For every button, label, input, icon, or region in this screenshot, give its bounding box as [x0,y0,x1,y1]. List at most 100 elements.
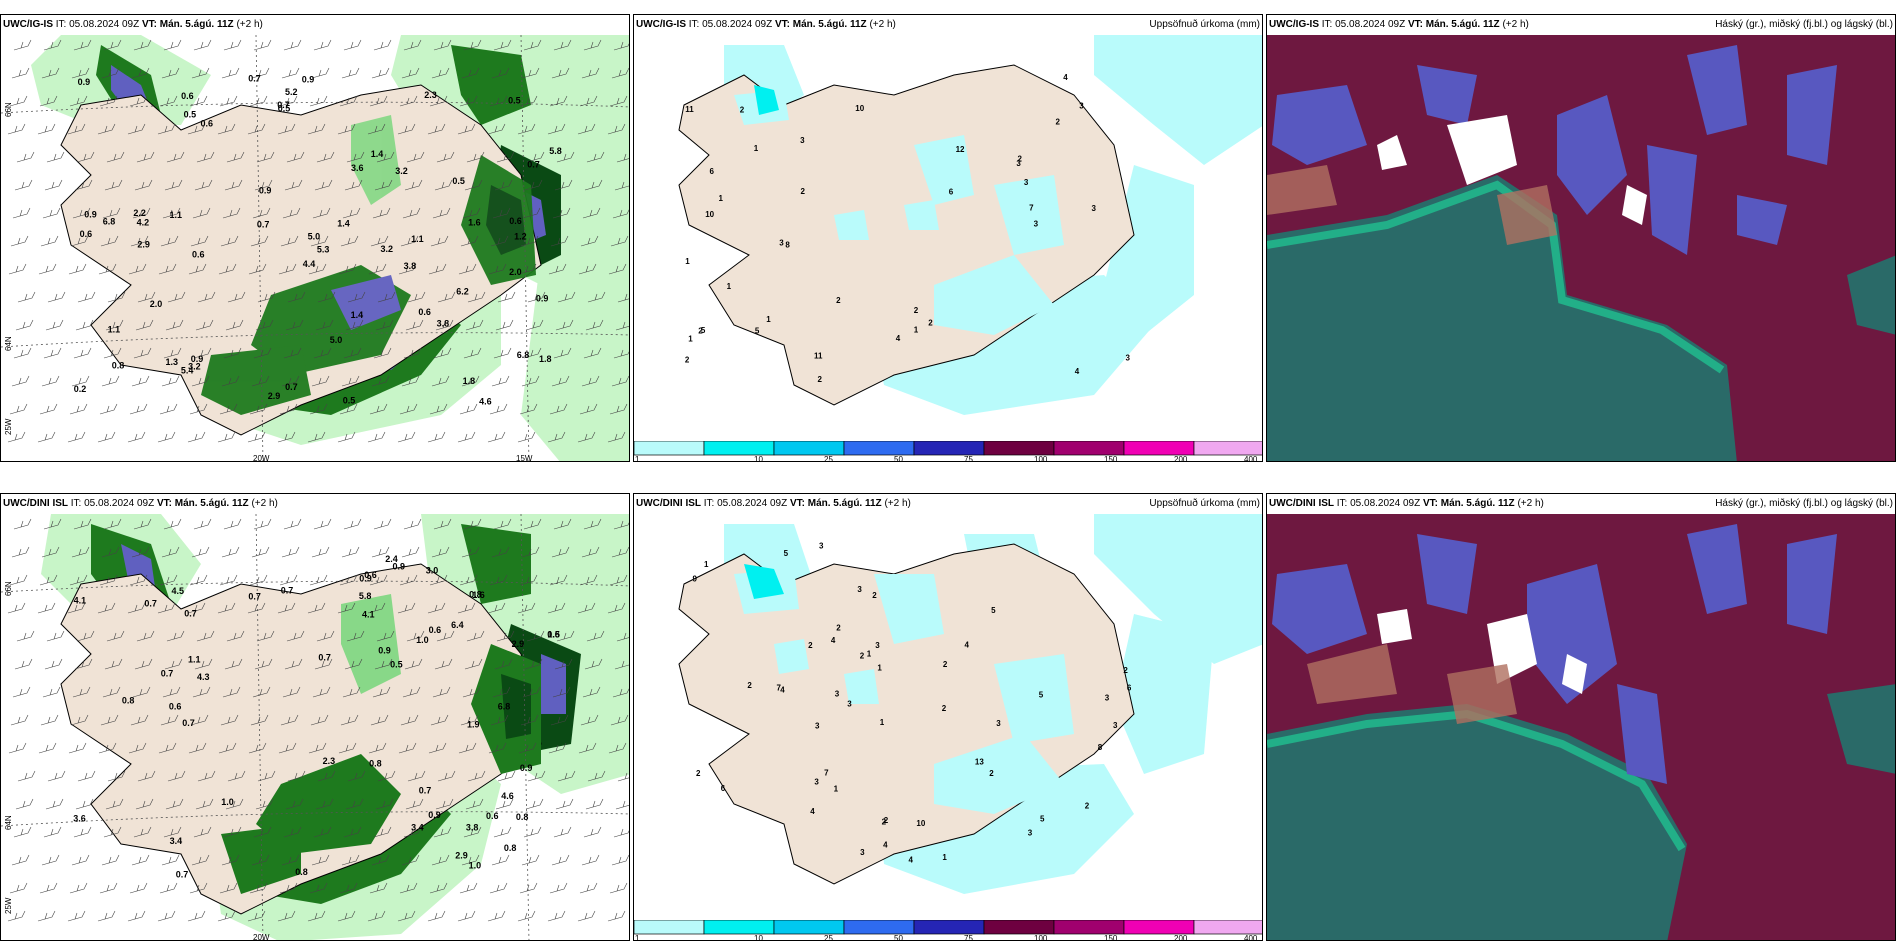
wind-barb [197,291,216,303]
wind-barb [400,235,419,247]
panel-header: UWC/IG-IS IT: 05.08.2024 09Z VT: Mán. 5.… [1267,15,1895,35]
wind-barb [555,319,574,331]
wind-barb [494,658,513,670]
wind-barb [225,319,244,331]
wind-barb [342,686,361,698]
wind-barb [580,714,599,726]
wind-barb [107,291,126,303]
wind-barb [488,742,507,754]
value-label: 5.2 [285,87,298,97]
wind-barb [39,403,58,415]
wind-barb [73,518,92,530]
wind-barb [340,714,359,726]
wind-barb [405,798,424,810]
wind-barb [8,263,27,275]
wind-barb [219,882,238,894]
wind-barb [255,798,274,810]
wind-barb [315,798,334,810]
wind-barb [159,95,178,107]
panel-precip-igis: UWC/IG-IS IT: 05.08.2024 09Z VT: Mán. 5.… [633,14,1263,462]
value-label: 0.7 [318,652,331,662]
wind-barb [617,772,629,782]
wind-barb [163,39,182,51]
value-label: 1 [914,326,919,335]
wind-barb [11,546,30,558]
wind-barb [219,95,238,107]
value-label: 2.9 [455,850,468,860]
wind-barb [129,574,148,586]
wind-barb [189,95,208,107]
wind-barb [99,574,118,586]
it-label: IT: [1321,19,1333,30]
value-label: 1.6 [468,217,481,227]
wind-barb [459,882,478,894]
wind-barb [607,602,626,614]
value-label: 0.5 [452,176,465,186]
wind-barb [517,910,536,922]
wind-barb [253,826,272,838]
wind-barb [608,263,627,275]
wind-barb [97,123,116,135]
wind-barb [406,151,425,163]
wind-barb [281,854,300,866]
value-label: 4.5 [172,586,185,596]
value-label: 2 [1018,154,1023,163]
graticule [1,514,629,940]
legend-tick: 50 [894,455,903,462]
wind-barb [131,67,150,79]
wind-barb [158,263,177,275]
value-label: 1 [754,144,759,153]
wind-barb [253,518,272,530]
wind-barb [129,403,148,415]
wind-barb [527,770,546,782]
graticule [1,35,629,461]
wind-barb [40,235,59,247]
value-label: 1.9 [467,719,480,729]
wind-barb [223,39,242,51]
wind-barb [100,235,119,247]
wind-barb [279,95,298,107]
value-label: 3.0 [426,566,439,576]
value-label: 2 [989,769,994,778]
wind-barb [317,291,336,303]
wind-barb [371,854,390,866]
wind-barb [397,910,416,922]
wind-barb [250,235,269,247]
wind-barb [133,518,152,530]
legend-tick: 50 [894,934,903,941]
wind-barb [495,319,514,331]
value-labels: 0.70.8 0.96.41.96.85.81.10.70.60.82.30.80… [73,554,560,879]
wind-barb [493,39,512,51]
wind-barb [67,910,86,922]
wind-barb [547,910,566,922]
wind-barb [614,181,629,191]
wind-barb [525,798,544,810]
lon-label-15: 15W [516,454,533,462]
value-label: 3.8 [437,318,450,328]
vt-label: VT: [1422,498,1438,509]
wind-barb [311,375,330,387]
legend-swatch [703,441,775,456]
wind-barb [577,123,596,135]
wind-barb [526,630,545,642]
wind-barb [609,403,628,415]
value-label: 2.3 [424,90,437,100]
wind-barb [128,742,147,754]
wind-barb [164,658,183,670]
wind-barb [163,518,182,530]
wind-barb [578,263,597,275]
wind-barb [407,291,426,303]
wind-barb [133,39,152,51]
valid-time: Mán. 5.ágú. 11Z [1440,498,1515,509]
wind-barb [161,375,180,387]
valid-time: Mán. 5.ágú. 11Z [807,498,882,509]
wind-barb [527,291,546,303]
wind-barb [616,632,629,642]
value-label: 6 [710,167,715,176]
wind-barb [287,291,306,303]
value-label: 4.6 [501,791,514,801]
wind-barb [307,602,326,614]
mid-cloud-patches [1272,524,1837,784]
wind-barb [548,263,567,275]
value-label: 4 [831,636,836,645]
